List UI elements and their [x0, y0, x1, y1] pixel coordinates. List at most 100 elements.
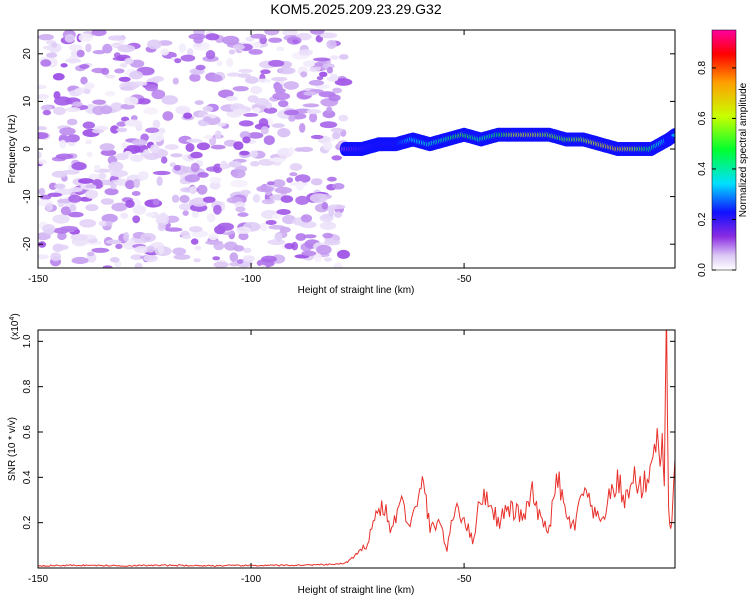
noise-blob [277, 128, 291, 138]
noise-blob [172, 247, 187, 256]
noise-blob [326, 66, 333, 74]
noise-blob [213, 204, 222, 215]
noise-blob [319, 71, 328, 78]
snr-series-line [38, 330, 675, 567]
noise-blob [193, 258, 201, 263]
noise-blob [94, 164, 101, 172]
noise-blob [271, 213, 283, 219]
noise-blob [85, 184, 96, 189]
noise-blob [80, 76, 88, 85]
noise-blob [54, 183, 66, 190]
noise-blob [202, 105, 214, 112]
noise-blob [91, 30, 107, 37]
noise-blob [140, 232, 157, 243]
noise-blob [190, 151, 203, 159]
noise-blob [130, 115, 138, 121]
noise-blob [38, 254, 49, 260]
noise-blob [79, 64, 90, 69]
noise-blob [69, 187, 83, 193]
noise-blob [261, 199, 275, 205]
noise-blob [60, 206, 72, 216]
noise-blob [274, 186, 292, 194]
noise-blob [57, 231, 67, 241]
noise-blob [104, 91, 116, 97]
noise-blob [190, 238, 199, 245]
noise-blob [131, 191, 141, 196]
noise-blob [38, 151, 42, 159]
noise-blob [240, 189, 251, 195]
noise-blob [323, 257, 333, 262]
noise-blob [91, 247, 110, 253]
noise-blob [38, 159, 48, 165]
noise-blob [119, 81, 138, 91]
noise-blob [179, 195, 190, 203]
noise-blob [38, 84, 47, 90]
noise-blob [234, 201, 246, 209]
noise-blob [40, 59, 52, 67]
noise-blob [332, 131, 341, 140]
noise-blob [209, 177, 222, 184]
noise-blob [310, 178, 323, 186]
noise-blob [170, 153, 183, 158]
noise-blob [288, 115, 296, 122]
noise-blob [52, 73, 65, 81]
noise-blob [121, 142, 128, 149]
noise-blob [125, 180, 135, 190]
signal-core [671, 133, 675, 137]
noise-blob [233, 245, 245, 252]
colorbar-ticks: 0.0 0.2 0.4 0.6 0.8 [697, 61, 736, 277]
noise-blob [165, 227, 183, 232]
noise-blob [42, 109, 52, 116]
noise-blob [161, 156, 168, 164]
x-tick-label: -150 [28, 574, 48, 585]
noise-blob [327, 204, 346, 210]
noise-blob [40, 104, 53, 111]
noise-blob [300, 214, 313, 223]
noise-blob [208, 233, 219, 241]
noise-blob [182, 234, 192, 240]
noise-blob [268, 59, 285, 67]
y-tick-label: 10 [22, 95, 33, 107]
noise-blob [102, 265, 113, 268]
noise-blob [71, 162, 87, 171]
noise-blob [172, 77, 179, 85]
noise-blob [318, 91, 336, 98]
noise-blob [235, 206, 246, 212]
noise-blob [303, 234, 317, 239]
noise-blob [268, 37, 283, 43]
noise-blob [203, 116, 212, 123]
noise-blob [323, 239, 341, 246]
noise-blob [42, 224, 56, 234]
noise-blob [327, 176, 337, 182]
noise-blob [252, 107, 261, 113]
noise-blob [249, 150, 259, 158]
noise-blob [261, 255, 277, 263]
noise-blob [238, 232, 249, 241]
noise-blob [286, 177, 294, 184]
noise-blob [187, 48, 194, 57]
noise-blob [71, 256, 89, 265]
noise-blob [250, 33, 267, 39]
noise-blob [322, 141, 333, 151]
noise-blob [162, 111, 174, 121]
noise-blob [39, 194, 52, 200]
noise-blob [269, 157, 286, 163]
y-tick-label: -20 [22, 237, 33, 252]
noise-blob [152, 198, 160, 206]
noise-blob [143, 149, 150, 156]
noise-blob [328, 207, 335, 217]
noise-blob [164, 144, 179, 150]
noise-blob [236, 226, 252, 234]
noise-blob [226, 72, 241, 77]
noise-blob [65, 58, 82, 63]
noise-blob [326, 39, 337, 50]
noise-blob [183, 112, 193, 119]
noise-blob [116, 121, 127, 127]
noise-blob [100, 105, 113, 115]
spectrogram-panel: -150 -100 -50 20 10 0 -10 -20 Height of straig… [7, 29, 676, 296]
noise-blob [178, 203, 194, 211]
noise-blob [194, 100, 204, 105]
noise-blob [321, 201, 328, 210]
y-tick-label: 20 [22, 48, 33, 60]
noise-blob [233, 141, 244, 151]
